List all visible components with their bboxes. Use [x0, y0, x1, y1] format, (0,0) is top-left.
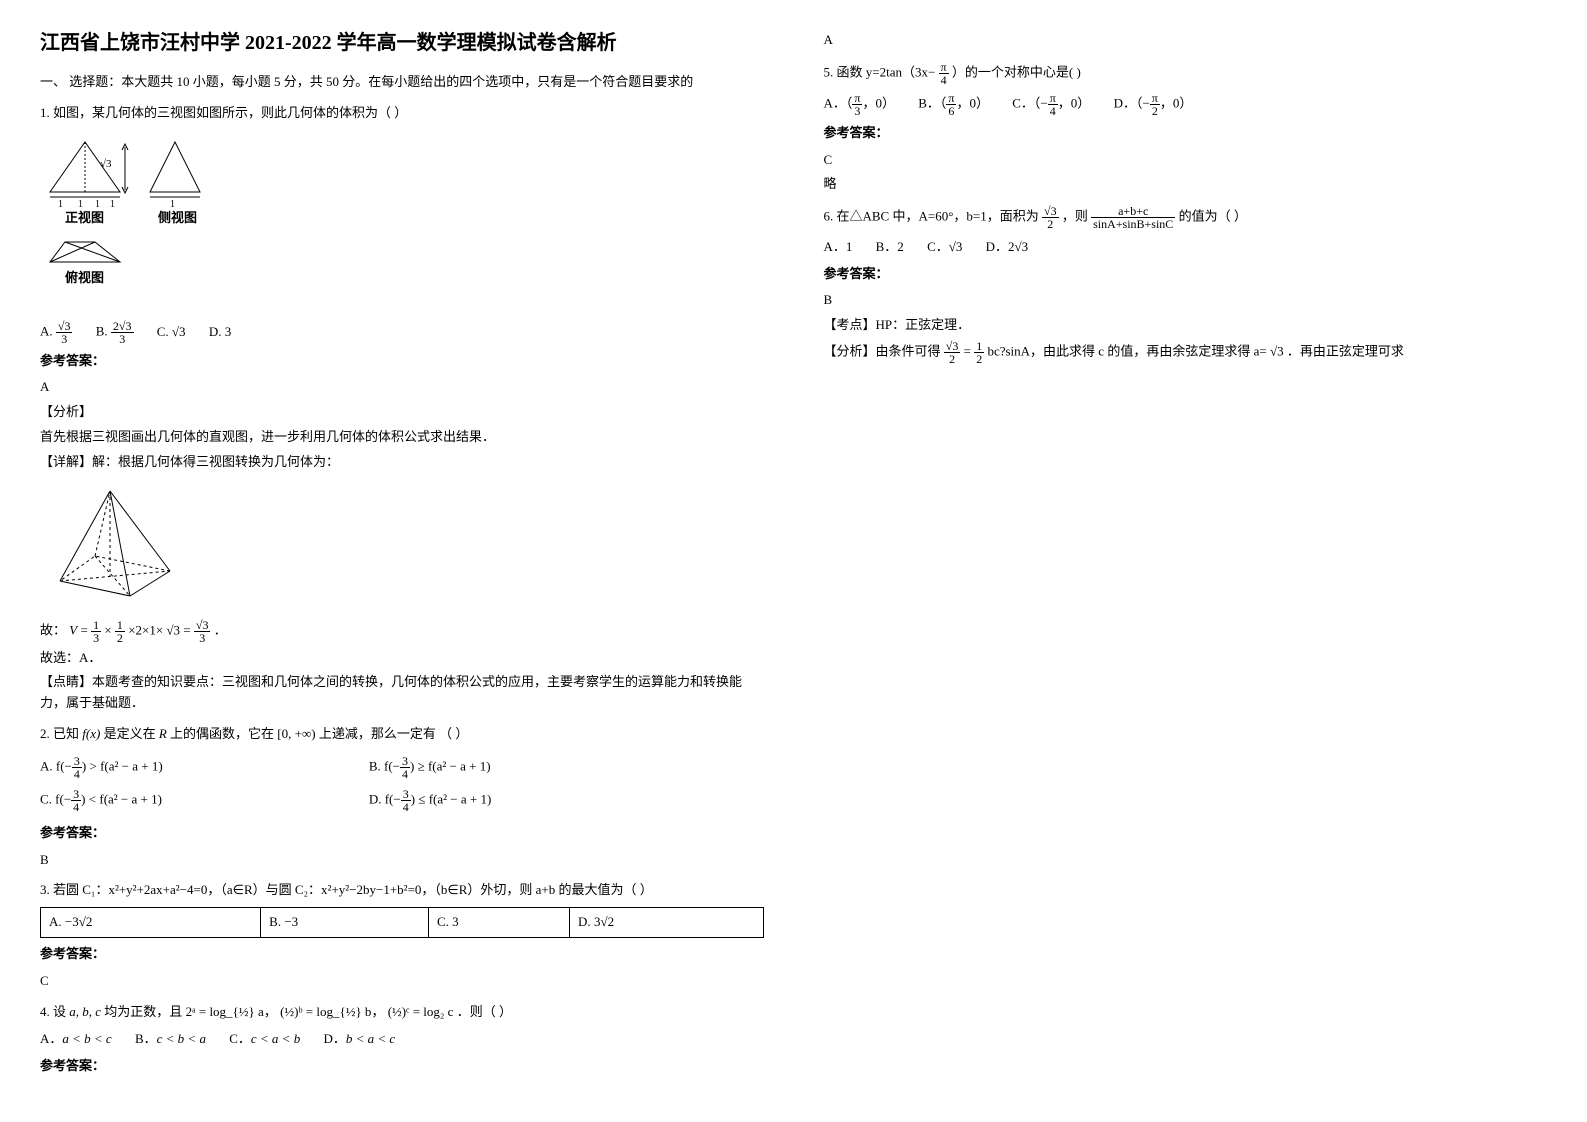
- q2-opt-d: D. f(−34) ≤ f(a² − a + 1): [369, 788, 695, 813]
- svg-text:俯视图: 俯视图: [65, 270, 104, 285]
- q4-stem: 4. 设 a, b, c 均为正数，且 2ᵃ = log_{½} a， (½)ᵇ…: [40, 1002, 764, 1023]
- q1-detail-label: 【详解】解：根据几何体得三视图转换为几何体为：: [40, 452, 764, 473]
- q5-answer-label: 参考答案：: [824, 123, 1548, 144]
- q1-solid-figure: [40, 481, 764, 611]
- q6-answer-label: 参考答案：: [824, 264, 1548, 285]
- q6-analysis: 【分析】由条件可得 √32 = 12 bc?sinA，由此求得 c 的值，再由余…: [824, 340, 1548, 365]
- q1-so-choose: 故选：A．: [40, 648, 764, 669]
- q4-opt-a: A．a < b < c: [40, 1029, 112, 1050]
- svg-text:1: 1: [58, 199, 63, 210]
- q6-kaodian: 【考点】HP：正弦定理．: [824, 315, 1548, 336]
- svg-text:侧视图: 侧视图: [158, 210, 197, 225]
- q3-options-table: A. −3√2 B. −3 C. 3 D. 3√2: [40, 907, 764, 938]
- q1-stem: 1. 如图，某几何体的三视图如图所示，则此几何体的体积为（ ）: [40, 103, 764, 124]
- q6-opt-b: B．2: [876, 237, 904, 258]
- q1-analysis-text: 首先根据三视图画出几何体的直观图，进一步利用几何体的体积公式求出结果．: [40, 427, 764, 448]
- svg-text:1: 1: [110, 199, 115, 210]
- q6-opt-c: C．√3: [927, 237, 962, 258]
- q5-opt-b: B．（π6，0）: [918, 92, 989, 117]
- q5-opt-d: D．（−π2，0）: [1114, 92, 1193, 117]
- q1-answer-label: 参考答案：: [40, 351, 764, 372]
- q1-opt-c: C. √3: [157, 322, 186, 343]
- q1-three-view-figure: 1 1 1 1 √3 正视图 1 侧视图 俯视图: [40, 132, 764, 312]
- q6-options: A．1 B．2 C．√3 D．2√3: [824, 236, 1548, 257]
- doc-title: 江西省上饶市汪村中学 2021-2022 学年高一数学理模拟试卷含解析: [40, 30, 764, 56]
- q6-opt-d: D．2√3: [986, 237, 1029, 258]
- q3-stem: 3. 若圆 C₁：x²+y²+2ax+a²−4=0，（a∈R）与圆 C₂：x²+…: [40, 880, 764, 901]
- q2-opt-b: B. f(−34) ≥ f(a² − a + 1): [369, 755, 695, 780]
- q4-answer-label: 参考答案：: [40, 1056, 764, 1077]
- q4-opt-b: B．c < b < a: [135, 1029, 206, 1050]
- q1-point: 【点睛】本题考查的知识要点：三视图和几何体之间的转换，几何体的体积公式的应用，主…: [40, 672, 764, 714]
- q5-opt-a: A．（π3，0）: [824, 92, 895, 117]
- q2-options-row2: C. f(−34) < f(a² − a + 1) D. f(−34) ≤ f(…: [40, 784, 764, 817]
- q5-answer: C: [824, 150, 1548, 171]
- svg-text:√3: √3: [100, 158, 112, 170]
- q4-opt-c: C．c < a < b: [229, 1029, 300, 1050]
- q3-opt-c: C. 3: [429, 908, 570, 938]
- q5-stem: 5. 函数 y=2tan（3x− π4 ）的一个对称中心是( ): [824, 61, 1548, 86]
- q3-answer-label: 参考答案：: [40, 944, 764, 965]
- q3-opt-a: A. −3√2: [41, 908, 261, 938]
- q6-opt-a: A．1: [824, 237, 853, 258]
- svg-text:1: 1: [170, 199, 175, 210]
- page: 江西省上饶市汪村中学 2021-2022 学年高一数学理模拟试卷含解析 一、 选…: [40, 30, 1547, 1092]
- q4-opt-d: D．b < a < c: [323, 1029, 395, 1050]
- q3-opt-b: B. −3: [261, 908, 429, 938]
- q4-answer: A: [824, 30, 1548, 51]
- q5-opt-c: C．（−π4，0）: [1012, 92, 1090, 117]
- q2-answer-label: 参考答案：: [40, 823, 764, 844]
- q1-analysis-label: 【分析】: [40, 402, 764, 423]
- q5-brief: 略: [824, 174, 1548, 195]
- svg-text:1: 1: [78, 199, 83, 210]
- q1-volume-formula: 故： V = 13 × 12 ×2×1× √3 = √33 ．: [40, 619, 764, 644]
- q3-opt-d: D. 3√2: [570, 908, 763, 938]
- q1-options: A. √33 B. 2√33 C. √3 D. 3: [40, 320, 764, 345]
- q3-answer: C: [40, 971, 764, 992]
- q4-options: A．a < b < c B．c < b < a C．c < a < b D．b …: [40, 1028, 764, 1049]
- q2-opt-a: A. f(−34) > f(a² − a + 1): [40, 755, 366, 780]
- q6-stem: 6. 在△ABC 中，A=60°，b=1，面积为 √32 ，则 a+b+csin…: [824, 205, 1548, 230]
- q1-opt-d: D. 3: [209, 322, 231, 343]
- q2-stem: 2. 已知 f(x) 是定义在 R 上的偶函数，它在 [0, +∞) 上递减，那…: [40, 724, 764, 745]
- q2-answer: B: [40, 850, 764, 871]
- svg-text:1: 1: [95, 199, 100, 210]
- section-1-heading: 一、 选择题：本大题共 10 小题，每小题 5 分，共 50 分。在每小题给出的…: [40, 72, 764, 93]
- svg-text:正视图: 正视图: [65, 210, 104, 225]
- q1-answer: A: [40, 377, 764, 398]
- q6-answer: B: [824, 290, 1548, 311]
- q1-opt-a: A. √33: [40, 320, 72, 345]
- q5-options: A．（π3，0） B．（π6，0） C．（−π4，0） D．（−π2，0）: [824, 92, 1548, 117]
- q1-opt-b: B. 2√33: [96, 320, 134, 345]
- q2-options-row1: A. f(−34) > f(a² − a + 1) B. f(−34) ≥ f(…: [40, 751, 764, 784]
- q2-opt-c: C. f(−34) < f(a² − a + 1): [40, 788, 366, 813]
